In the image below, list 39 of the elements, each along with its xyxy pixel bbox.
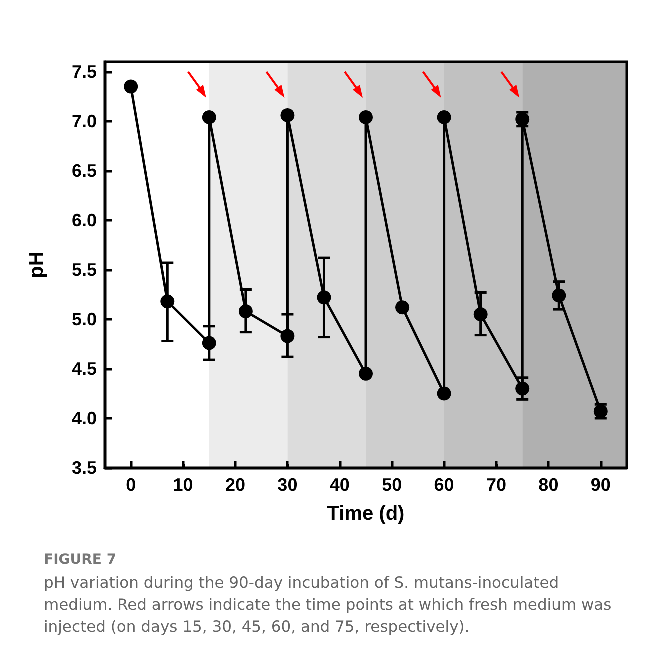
point bbox=[124, 80, 138, 94]
y-tick-label: 5.0 bbox=[72, 309, 97, 330]
point bbox=[359, 110, 373, 124]
point bbox=[202, 336, 216, 350]
text: pH variation during the 90-day incubation of S. mutans-inoculated medium. Red arrows indicate the time points at which fresh medium was injected (on days 15, 30, 45, 60, and 75, respectively). bbox=[44, 573, 613, 638]
y-tick-label: 4.0 bbox=[72, 408, 97, 428]
x-tick-label: 50 bbox=[382, 475, 402, 495]
point bbox=[160, 294, 175, 309]
point bbox=[552, 288, 566, 303]
x-axis-title: Time (d) bbox=[327, 503, 405, 525]
x-tick-label: 30 bbox=[278, 475, 298, 495]
point bbox=[359, 366, 373, 381]
y-tick-label: 3.5 bbox=[72, 458, 97, 478]
x-tick-label: 70 bbox=[486, 475, 507, 495]
point bbox=[516, 382, 530, 396]
x-tick-label: 0 bbox=[126, 475, 136, 495]
y-tick-label: 4.5 bbox=[72, 358, 97, 379]
x-tick-label: 20 bbox=[225, 475, 246, 495]
x-tick-label: 60 bbox=[434, 475, 454, 495]
y-tick-label: 7.5 bbox=[72, 62, 97, 82]
point bbox=[238, 304, 253, 319]
y-axis-title: pH bbox=[26, 252, 48, 278]
caption: FIGURE 7 bbox=[44, 552, 118, 568]
y-tick-label: 6.5 bbox=[72, 160, 97, 181]
point bbox=[474, 308, 488, 322]
point bbox=[280, 329, 295, 344]
point bbox=[280, 108, 295, 122]
x-tick-label: 90 bbox=[590, 475, 611, 495]
x-tick-label: 40 bbox=[330, 475, 350, 495]
point bbox=[396, 300, 410, 315]
point bbox=[202, 110, 216, 124]
y-tick-label: 5.5 bbox=[72, 260, 97, 280]
x-tick-label: 10 bbox=[173, 475, 194, 495]
x-tick-label: 80 bbox=[538, 475, 559, 495]
point bbox=[437, 110, 452, 124]
point bbox=[317, 290, 332, 305]
y-tick-label: 6.0 bbox=[72, 210, 97, 230]
point bbox=[437, 386, 452, 401]
y-tick-label: 7.0 bbox=[72, 111, 97, 132]
